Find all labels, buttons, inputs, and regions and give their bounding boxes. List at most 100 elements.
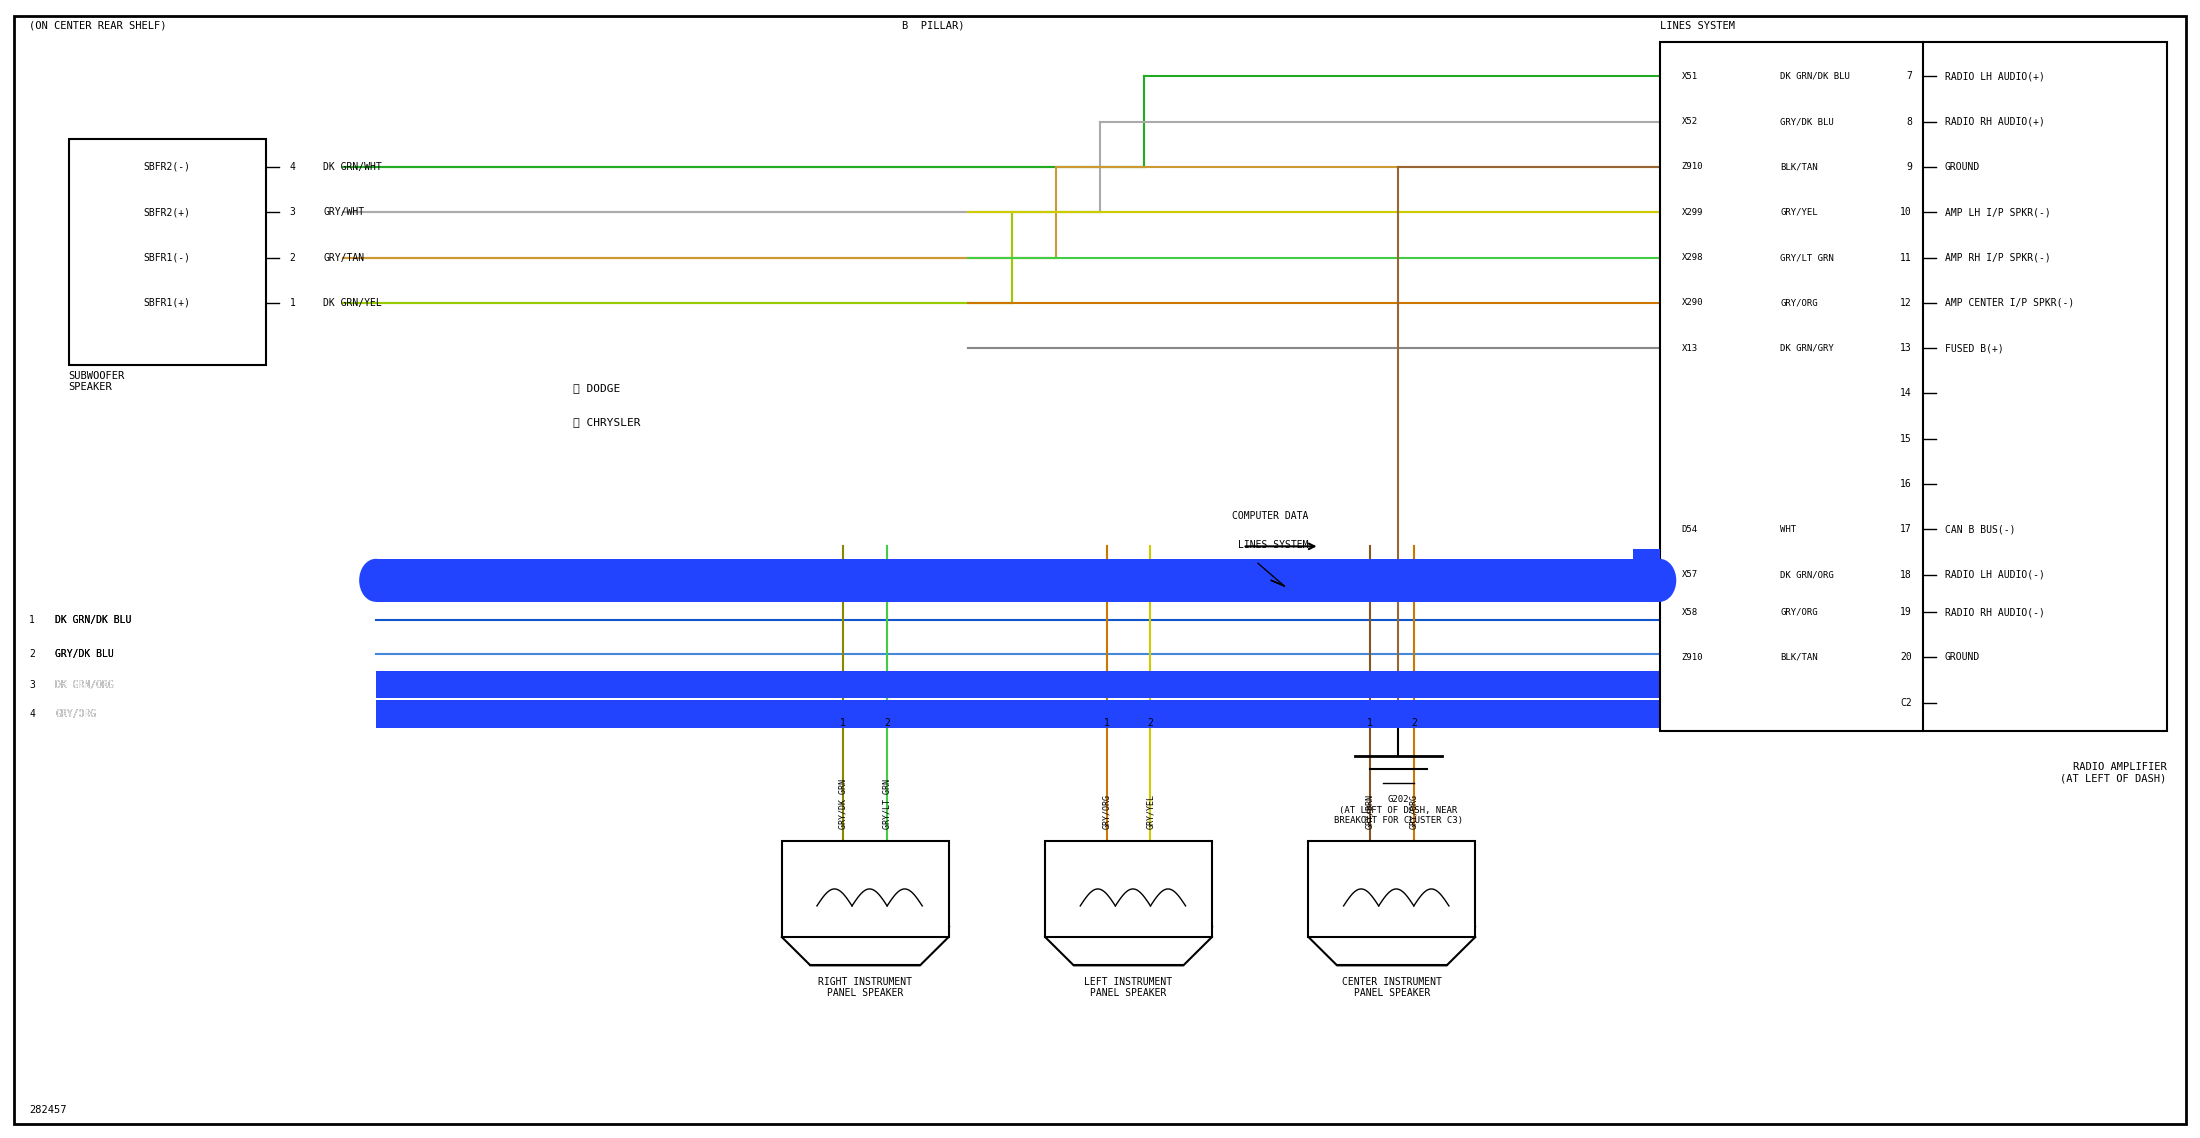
- Text: CAN B BUS(-): CAN B BUS(-): [1945, 525, 2015, 535]
- Text: 9: 9: [1905, 162, 1912, 172]
- Text: SBFR2(+): SBFR2(+): [143, 207, 191, 217]
- Text: SUBWOOFER
SPEAKER: SUBWOOFER SPEAKER: [68, 371, 125, 393]
- Text: X290: X290: [1681, 298, 1703, 307]
- Text: 2: 2: [29, 649, 35, 659]
- Text: GRY/DK GRN: GRY/DK GRN: [838, 780, 847, 830]
- Bar: [376, 671, 1659, 698]
- Text: 14: 14: [1901, 388, 1912, 398]
- Text: RADIO LH AUDIO(-): RADIO LH AUDIO(-): [1945, 570, 2044, 579]
- Text: 1: 1: [840, 718, 847, 727]
- Text: FUSED B(+): FUSED B(+): [1945, 344, 2004, 353]
- Text: 16: 16: [1901, 479, 1912, 489]
- Text: 4: 4: [29, 709, 35, 719]
- Text: G202
(AT LEFT OF DASH, NEAR
BREAKOUT FOR CLUSTER C3): G202 (AT LEFT OF DASH, NEAR BREAKOUT FOR…: [1333, 795, 1463, 825]
- Text: Z910: Z910: [1681, 163, 1703, 172]
- Bar: [1632, 549, 1659, 602]
- Text: GRY/ORG: GRY/ORG: [1780, 608, 1817, 617]
- Text: GRY/YEL: GRY/YEL: [1780, 208, 1817, 216]
- Text: RADIO RH AUDIO(+): RADIO RH AUDIO(+): [1945, 117, 2044, 126]
- Text: ① DODGE: ① DODGE: [574, 382, 620, 393]
- Text: (ON CENTER REAR SHELF): (ON CENTER REAR SHELF): [29, 20, 167, 31]
- Text: SBFR2(-): SBFR2(-): [143, 162, 191, 172]
- Text: X58: X58: [1681, 608, 1698, 617]
- Text: AMP LH I/P SPKR(-): AMP LH I/P SPKR(-): [1945, 207, 2050, 217]
- Ellipse shape: [359, 559, 392, 602]
- Text: GRY/TAN: GRY/TAN: [323, 253, 365, 263]
- Text: X13: X13: [1681, 344, 1698, 353]
- Text: DK GRN/ORG: DK GRN/ORG: [55, 679, 114, 690]
- Text: 11: 11: [1901, 253, 1912, 263]
- Text: 2: 2: [884, 718, 891, 727]
- Text: AMP CENTER I/P SPKR(-): AMP CENTER I/P SPKR(-): [1945, 298, 2075, 308]
- Ellipse shape: [1643, 559, 1676, 602]
- Text: BLK/TAN: BLK/TAN: [1780, 163, 1817, 172]
- Text: 282457: 282457: [29, 1105, 66, 1115]
- Text: GRY/ORG: GRY/ORG: [1410, 794, 1419, 830]
- Text: 17: 17: [1901, 525, 1912, 535]
- Text: X57: X57: [1681, 570, 1698, 579]
- Text: GRY/DK BLU: GRY/DK BLU: [55, 649, 114, 659]
- Text: GROUND: GROUND: [1945, 162, 1980, 172]
- Text: RIGHT INSTRUMENT
PANEL SPEAKER: RIGHT INSTRUMENT PANEL SPEAKER: [818, 976, 913, 998]
- Text: 10: 10: [1901, 207, 1912, 217]
- Bar: [1309, 841, 1476, 937]
- Text: DK GRN/DK BLU: DK GRN/DK BLU: [55, 615, 132, 625]
- Text: 1: 1: [1104, 718, 1109, 727]
- Text: CENTER INSTRUMENT
PANEL SPEAKER: CENTER INSTRUMENT PANEL SPEAKER: [1342, 976, 1441, 998]
- Bar: [68, 139, 266, 365]
- Text: LEFT INSTRUMENT
PANEL SPEAKER: LEFT INSTRUMENT PANEL SPEAKER: [1085, 976, 1173, 998]
- Text: 19: 19: [1901, 607, 1912, 617]
- Text: GRY/ORG: GRY/ORG: [55, 709, 97, 719]
- Text: X299: X299: [1681, 208, 1703, 216]
- Text: B  PILLAR): B PILLAR): [902, 20, 966, 31]
- Text: LINES SYSTEM: LINES SYSTEM: [1659, 20, 1734, 31]
- Text: DK GRN/ORG: DK GRN/ORG: [55, 679, 114, 690]
- Text: GRY/DK BLU: GRY/DK BLU: [1780, 117, 1835, 126]
- Text: 2: 2: [1148, 718, 1153, 727]
- Text: D54: D54: [1681, 525, 1698, 534]
- Text: BLK/TAN: BLK/TAN: [1780, 653, 1817, 662]
- Bar: [781, 841, 948, 937]
- Text: 3: 3: [290, 207, 295, 217]
- Text: GRY/BRN: GRY/BRN: [1366, 794, 1375, 830]
- Text: 2: 2: [1410, 718, 1417, 727]
- Text: Z910: Z910: [1681, 653, 1703, 662]
- Text: 7: 7: [1905, 72, 1912, 82]
- Text: ② CHRYSLER: ② CHRYSLER: [574, 417, 640, 427]
- Text: COMPUTER DATA: COMPUTER DATA: [1232, 511, 1309, 521]
- Text: 8: 8: [1905, 117, 1912, 126]
- Text: WHT: WHT: [1780, 525, 1797, 534]
- Text: GRY/ORG: GRY/ORG: [55, 709, 97, 719]
- Text: DK GRN/DK BLU: DK GRN/DK BLU: [1780, 72, 1850, 81]
- Text: RADIO AMPLIFIER
(AT LEFT OF DASH): RADIO AMPLIFIER (AT LEFT OF DASH): [2059, 761, 2167, 783]
- Text: GRY/LT GRN: GRY/LT GRN: [1780, 253, 1835, 262]
- Text: 3: 3: [29, 679, 35, 690]
- Text: 12: 12: [1901, 298, 1912, 308]
- Text: 1: 1: [29, 615, 35, 625]
- Text: DK GRN/WHT: DK GRN/WHT: [323, 162, 383, 172]
- Text: DK GRN/YEL: DK GRN/YEL: [323, 298, 383, 308]
- Text: AMP RH I/P SPKR(-): AMP RH I/P SPKR(-): [1945, 253, 2050, 263]
- Text: RADIO RH AUDIO(-): RADIO RH AUDIO(-): [1945, 607, 2044, 617]
- Text: SBFR1(-): SBFR1(-): [143, 253, 191, 263]
- Text: GRY/LT GRN: GRY/LT GRN: [882, 780, 891, 830]
- Text: GRY/DK BLU: GRY/DK BLU: [55, 649, 114, 659]
- Text: GRY/ORG: GRY/ORG: [1780, 298, 1817, 307]
- Text: 18: 18: [1901, 570, 1912, 579]
- Text: 4: 4: [290, 162, 295, 172]
- Bar: [1659, 42, 2167, 731]
- Bar: [376, 559, 1659, 602]
- Text: X298: X298: [1681, 253, 1703, 262]
- Text: DK GRN/DK BLU: DK GRN/DK BLU: [55, 615, 132, 625]
- Bar: [1045, 841, 1212, 937]
- Text: LINES SYSTEM: LINES SYSTEM: [1239, 539, 1309, 550]
- Text: DK GRN/GRY: DK GRN/GRY: [1780, 344, 1835, 353]
- Text: SBFR1(+): SBFR1(+): [143, 298, 191, 308]
- Text: RADIO LH AUDIO(+): RADIO LH AUDIO(+): [1945, 72, 2044, 82]
- Text: C2: C2: [1901, 698, 1912, 708]
- Text: GROUND: GROUND: [1945, 652, 1980, 662]
- Text: GRY/WHT: GRY/WHT: [323, 207, 365, 217]
- Text: 20: 20: [1901, 652, 1912, 662]
- Text: 1: 1: [290, 298, 295, 308]
- Text: 2: 2: [290, 253, 295, 263]
